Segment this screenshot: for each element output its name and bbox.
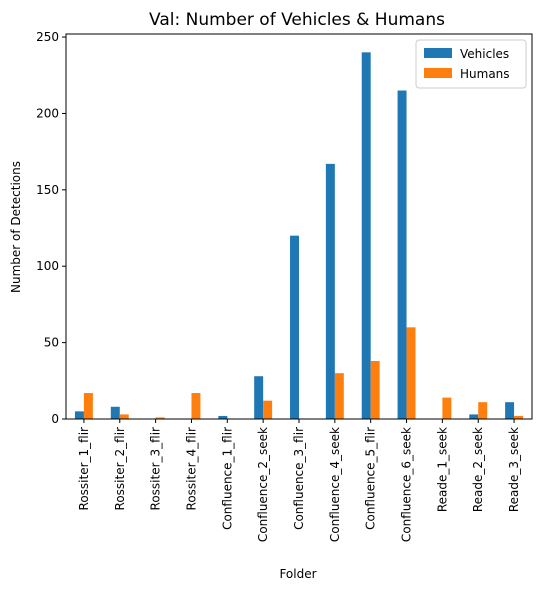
bar-vehicles-1 <box>110 406 120 419</box>
x-axis: Rossiter_1_flir Rossiter_2_flir Rossiter_3… <box>77 419 521 542</box>
x-axis-label: Folder <box>279 567 316 581</box>
bar-vehicles-0 <box>74 411 84 419</box>
x-tick-label: Rossiter_4_flir <box>184 427 198 511</box>
bar-vehicles-7 <box>325 163 335 419</box>
y-tick-label: 200 <box>36 106 59 120</box>
bar-humans-7 <box>334 373 344 419</box>
bar-humans-5 <box>263 400 273 419</box>
bar-vehicles-6 <box>290 235 299 419</box>
y-tick-label: 0 <box>51 412 59 426</box>
x-tick-label: Reade_3_seek <box>507 427 521 512</box>
bar-humans-9 <box>406 327 416 419</box>
y-tick-label: 150 <box>36 183 59 197</box>
x-tick-label: Reade_2_seek <box>471 427 485 512</box>
bar-humans-0 <box>83 393 93 419</box>
y-tick-label: 250 <box>36 30 59 44</box>
legend-label-vehicles: Vehicles <box>460 47 509 61</box>
x-tick-label: Confluence_2_seek <box>256 427 270 542</box>
x-tick-label: Rossiter_2_flir <box>113 427 127 511</box>
y-tick-label: 50 <box>44 336 59 350</box>
chart-title: Val: Number of Vehicles & Humans <box>149 10 445 30</box>
bar-vehicles-8 <box>361 52 371 419</box>
bar-humans-11 <box>478 402 488 419</box>
x-tick-label: Confluence_6_seek <box>400 427 414 542</box>
y-tick-label: 100 <box>36 259 59 273</box>
x-tick-label: Rossiter_1_flir <box>77 427 91 511</box>
bar-humans-1 <box>119 414 129 419</box>
bar-vehicles-5 <box>254 376 264 419</box>
bar-humans-3 <box>191 393 201 419</box>
x-tick-label: Rossiter_3_flir <box>149 427 163 511</box>
y-axis: 0 50 100 150 200 250 <box>36 30 66 426</box>
legend-swatch-humans <box>424 68 452 78</box>
bar-vehicles-4 <box>218 415 228 419</box>
x-tick-label: Confluence_1_flir <box>220 427 234 530</box>
bar-humans-10 <box>442 397 452 419</box>
bar-vehicles-12 <box>505 402 515 419</box>
plot-area <box>74 52 524 420</box>
legend-swatch-vehicles <box>424 48 452 58</box>
x-tick-label: Reade_1_seek <box>435 427 449 512</box>
bar-humans-12 <box>514 415 524 419</box>
legend-label-humans: Humans <box>460 67 510 81</box>
x-tick-label: Confluence_4_seek <box>328 427 342 542</box>
x-tick-label: Confluence_5_flir <box>364 427 378 530</box>
bar-humans-8 <box>370 360 380 419</box>
bar-vehicles-9 <box>397 90 407 420</box>
legend: Vehicles Humans <box>415 39 527 89</box>
x-tick-label: Confluence_3_flir <box>292 427 306 530</box>
bar-humans-2 <box>155 417 165 419</box>
plot-frame <box>65 33 533 420</box>
y-axis-label: Number of Detections <box>9 161 23 293</box>
bar-vehicles-11 <box>469 414 479 419</box>
